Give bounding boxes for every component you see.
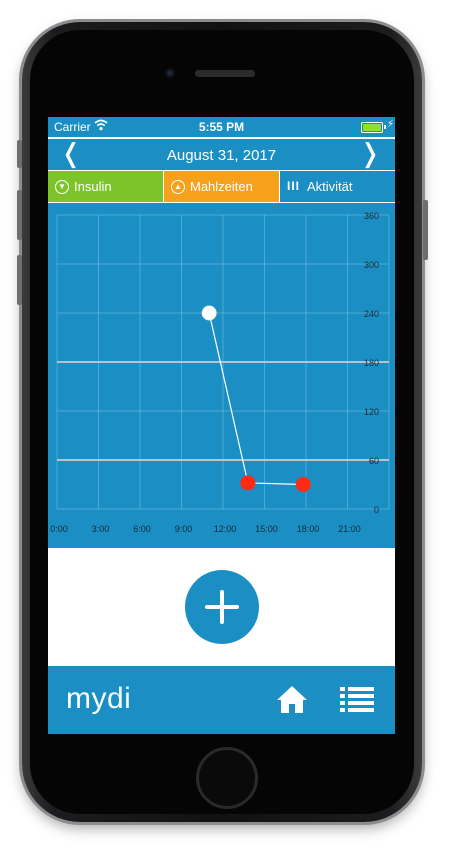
x-tick-label: 18:00 [297,524,320,534]
volume-down-button [17,255,22,305]
activity-bars-icon: III [287,179,301,193]
tab-insulin-label: Insulin [74,179,112,194]
battery-tip [384,125,386,129]
x-tick-label: 15:00 [255,524,278,534]
insulin-circle-icon: ▼ [55,179,69,194]
list-icon[interactable] [340,686,374,712]
date-navigator: ❬ August 31, 2017 ❭ [48,139,395,170]
logo-di: di [107,682,132,715]
add-entry-button[interactable] [185,570,259,644]
tab-aktivitaet-label: Aktivität [307,179,353,194]
volume-button [17,140,22,168]
x-tick-label: 9:00 [175,524,193,534]
glucose-data-point [295,477,311,492]
tab-mahlzeiten-label: Mahlzeiten [190,179,253,194]
glucose-data-point [201,305,217,321]
tab-aktivitaet[interactable]: III Aktivität [279,171,395,202]
y-tick-label: 240 [364,309,379,319]
x-tick-label: 12:00 [214,524,237,534]
glucose-chart[interactable]: 360 300 240 180 120 60 0 0:00 3:00 6:00 9:00 12:00 1… [48,203,395,548]
carrier-label: Carrier [54,120,91,134]
x-tick-label: 6:00 [133,524,151,534]
phone-home-button[interactable] [196,747,258,809]
current-date: August 31, 2017 [166,147,277,164]
bottom-bar: mydi [48,666,395,734]
status-bar: Carrier 5:55 PM ⚡ [48,117,395,137]
chevron-left-icon[interactable]: ❬ [60,139,82,169]
chevron-right-icon[interactable]: ❭ [359,139,381,169]
y-tick-label: 300 [364,260,379,270]
volume-up-button [17,190,22,240]
logo-my: my [66,682,107,715]
y-tick-label: 60 [369,456,379,466]
power-button [423,200,428,260]
clock: 5:55 PM [198,120,245,134]
chart-svg: 360 300 240 180 120 60 0 0:00 3:00 6:00 9:00 12:00 1… [50,211,390,534]
glucose-data-point [240,475,256,491]
y-tick-label: 120 [364,407,379,417]
meal-triangle-icon: ▲ [171,179,185,194]
plus-icon-vertical [220,590,224,624]
y-tick-label: 0 [374,505,379,515]
wifi-icon [94,119,108,134]
front-camera [165,68,175,78]
app-logo: mydi [66,682,131,716]
charging-icon: ⚡ [386,119,394,130]
app-screen: Carrier 5:55 PM ⚡ ❬ August 31, 2017 ❭ ▼ … [48,117,395,734]
action-area [48,548,395,666]
category-tabs: ▼ Insulin ▲ Mahlzeiten III Aktivität [48,171,395,202]
tab-insulin[interactable]: ▼ Insulin [48,171,163,202]
tab-mahlzeiten[interactable]: ▲ Mahlzeiten [163,171,279,202]
home-icon[interactable] [276,684,308,714]
x-tick-label: 3:00 [92,524,110,534]
x-tick-label: 0:00 [50,524,68,534]
y-tick-label: 360 [364,211,379,221]
y-tick-label: 180 [364,358,379,368]
x-tick-label: 21:00 [338,524,361,534]
battery-icon [361,122,383,133]
earpiece-speaker [195,70,255,77]
